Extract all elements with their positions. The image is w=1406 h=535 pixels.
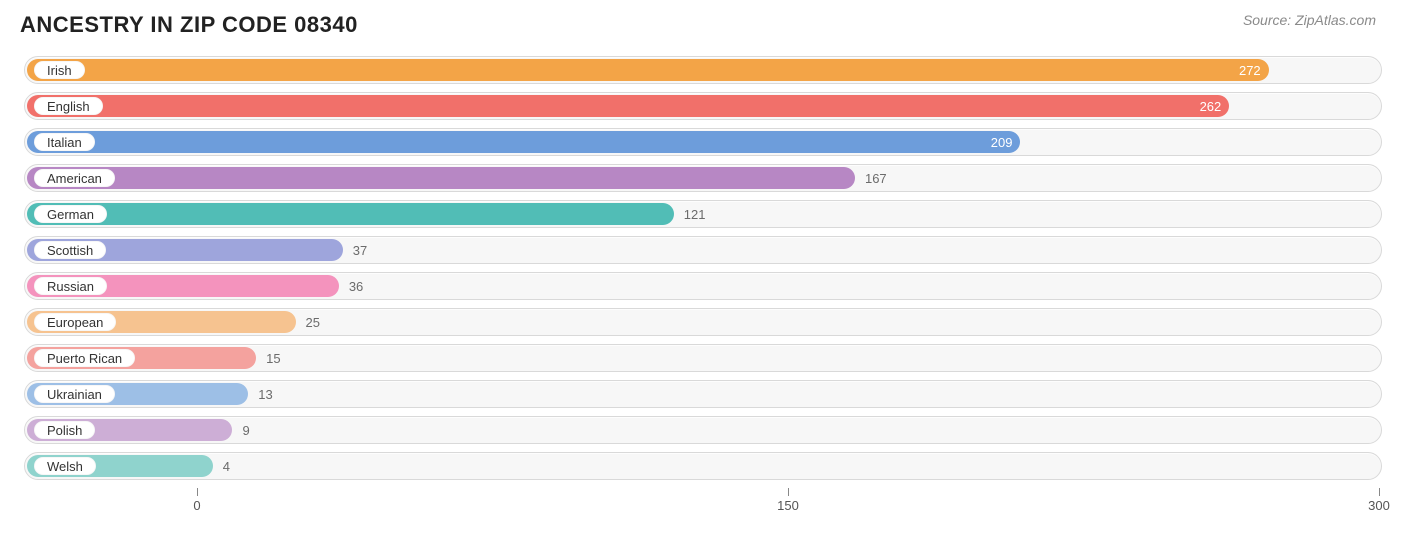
bar (27, 167, 855, 189)
bar-row: Italian 209 (24, 128, 1382, 156)
bar-label-pill: Polish (34, 421, 95, 439)
bar-value: 167 (865, 164, 887, 192)
x-tick (788, 488, 789, 496)
bar-label-pill: Irish (34, 61, 85, 79)
bar-value: 15 (266, 344, 280, 372)
bar-label-pill: Italian (34, 133, 95, 151)
bar-label-pill: Puerto Rican (34, 349, 135, 367)
x-tick (1379, 488, 1380, 496)
bar-label-pill: Scottish (34, 241, 106, 259)
bar-value: 272 (1239, 56, 1261, 84)
ancestry-bar-chart: ANCESTRY IN ZIP CODE 08340 Source: ZipAt… (0, 0, 1406, 535)
bar-row: American 167 (24, 164, 1382, 192)
bar-value: 25 (306, 308, 320, 336)
chart-source: Source: ZipAtlas.com (1243, 12, 1386, 28)
bar-label-pill: American (34, 169, 115, 187)
bar-row: Irish 272 (24, 56, 1382, 84)
bar-label-pill: German (34, 205, 107, 223)
bar-value: 262 (1200, 92, 1222, 120)
plot-area: Irish 272 English 262 Italian 209 American 167 G… (24, 56, 1382, 518)
x-axis: 0150300 (24, 488, 1382, 518)
bar-label-pill: Ukrainian (34, 385, 115, 403)
chart-title: ANCESTRY IN ZIP CODE 08340 (20, 12, 358, 38)
bar-value: 209 (991, 128, 1013, 156)
bar-row: Polish 9 (24, 416, 1382, 444)
bar (27, 203, 674, 225)
bar-row: Welsh 4 (24, 452, 1382, 480)
bar (27, 95, 1229, 117)
x-tick (197, 488, 198, 496)
bar-value: 36 (349, 272, 363, 300)
bar-label-pill: Russian (34, 277, 107, 295)
bar-row: German 121 (24, 200, 1382, 228)
chart-header: ANCESTRY IN ZIP CODE 08340 Source: ZipAt… (20, 12, 1386, 38)
bar-value: 9 (242, 416, 249, 444)
bar-row: Ukrainian 13 (24, 380, 1382, 408)
bar (27, 131, 1020, 153)
bar-row: English 262 (24, 92, 1382, 120)
bar-row: Puerto Rican 15 (24, 344, 1382, 372)
bar-value: 37 (353, 236, 367, 264)
bar-row: Russian 36 (24, 272, 1382, 300)
bar-value: 121 (684, 200, 706, 228)
x-tick-label: 150 (777, 498, 799, 513)
x-tick-label: 0 (193, 498, 200, 513)
bar-value: 4 (223, 452, 230, 480)
bar-row: Scottish 37 (24, 236, 1382, 264)
bar (27, 59, 1269, 81)
x-tick-label: 300 (1368, 498, 1390, 513)
bar-value: 13 (258, 380, 272, 408)
bar-row: European 25 (24, 308, 1382, 336)
bar-label-pill: Welsh (34, 457, 96, 475)
bar-label-pill: English (34, 97, 103, 115)
bar-label-pill: European (34, 313, 116, 331)
